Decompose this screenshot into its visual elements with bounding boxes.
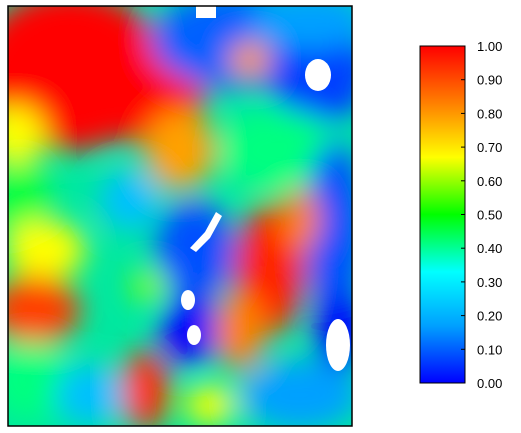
colorbar-tick-label: 0.20 [477,309,502,324]
colorbar-tick-label: 0.00 [477,376,502,391]
colorbar-tick-label: 0.60 [477,174,502,189]
heatmap-field [8,6,352,426]
colorbar-tick-label: 1.00 [477,39,502,54]
colorbar: 0.00 0.10 0.20 0.30 0.40 0.50 0.60 0.70 0.80 0.90… [419,39,502,391]
colorbar-tick-label: 0.80 [477,106,502,121]
colorbar-tick-label: 0.90 [477,73,502,88]
colorbar-tick-label: 0.30 [477,275,502,290]
plot-frame [7,5,353,427]
colorbar-gradient [419,45,466,384]
colorbar-tick-label: 0.10 [477,342,502,357]
missing-data-holes [181,6,350,371]
colorbar-tick-label: 0.70 [477,140,502,155]
colorbar-ticks: 0.00 0.10 0.20 0.30 0.40 0.50 0.60 0.70 0.80 0.90… [461,39,502,391]
colorbar-tick-label: 0.50 [477,208,502,223]
colorbar-tick-label: 0.40 [477,241,502,256]
